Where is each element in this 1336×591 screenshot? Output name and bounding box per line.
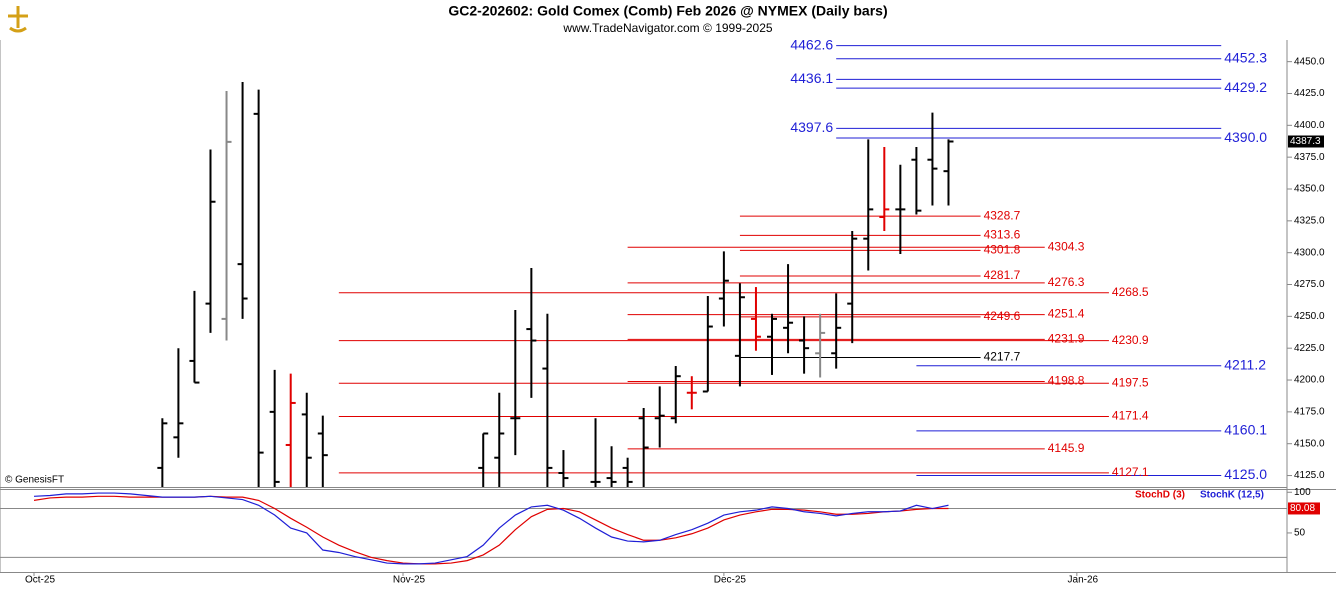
level-label: 4249.6 [984,309,1021,323]
y-tick-label: 4200.0 [1294,375,1325,386]
level-label: 4171.4 [1112,409,1149,423]
y-tick-label: 4425.0 [1294,88,1325,99]
y-tick-label: 4150.0 [1294,438,1325,449]
x-tick-label: Dec-25 [714,575,747,586]
y-tick-label: 4250.0 [1294,311,1325,322]
price-panel [157,45,1222,487]
level-label: 4462.6 [790,36,833,52]
y-tick-label: 4275.0 [1294,279,1325,290]
level-label: 4268.5 [1112,285,1149,299]
level-label: 4211.2 [1224,356,1266,372]
legend-label: StochD (3) [1135,490,1185,501]
level-label: 4276.3 [1048,275,1085,289]
level-label: 4436.1 [790,70,833,86]
stoch-line [33,492,949,565]
level-label: 4397.6 [790,119,833,135]
watermark: © GenesisFT [5,475,64,486]
y-tick-label: 4125.0 [1294,470,1325,481]
y-tick-label: 4350.0 [1294,184,1325,195]
level-label: 4217.7 [984,350,1021,364]
chart-subtitle: www.TradeNavigator.com © 1999-2025 [562,21,772,35]
level-label: 4328.7 [984,208,1021,222]
last-price-label: 4387.3 [1290,136,1321,147]
y-tick-label: 4400.0 [1294,120,1325,131]
level-label: 4281.7 [984,268,1021,282]
level-label: 4390.0 [1224,129,1267,145]
level-label: 4301.8 [984,243,1021,257]
level-label: 4251.4 [1048,307,1085,321]
level-label: 4125.0 [1224,466,1267,482]
y-tick-label: 4450.0 [1294,56,1325,67]
y-tick-label: 4300.0 [1294,247,1325,258]
level-label: 4313.6 [984,228,1021,242]
x-tick-label: Nov-25 [393,575,426,586]
legend-label: StochK (12,5) [1200,490,1264,501]
level-label: 4127.1 [1112,465,1149,479]
level-label: 4145.9 [1048,441,1085,455]
y-tick-label: 4175.0 [1294,407,1325,418]
level-label: 4429.2 [1224,79,1267,95]
level-label: 4197.5 [1112,375,1149,389]
level-label: 4230.9 [1112,333,1149,347]
level-label: 4198.8 [1048,374,1085,388]
level-label: 4231.9 [1048,332,1085,346]
level-label: 4452.3 [1224,49,1267,65]
last-value-box [1288,502,1320,515]
chart-title: GC2-202602: Gold Comex (Comb) Feb 2026 @… [448,3,887,19]
y-tick-label: 100 [1294,487,1311,498]
y-tick-label: 4375.0 [1294,152,1325,163]
y-tick-label: 4225.0 [1294,343,1325,354]
last-price-box [1288,135,1324,148]
x-tick-label: Oct-25 [25,575,55,586]
last-value-label: 80.08 [1290,503,1315,514]
y-tick-label: 4325.0 [1294,215,1325,226]
y-tick-label: 50 [1294,528,1306,539]
logo [4,4,32,33]
level-label: 4304.3 [1048,239,1085,253]
stoch-panel [0,492,1287,565]
level-label: 4160.1 [1224,422,1267,438]
x-tick-label: Jan-26 [1068,575,1099,586]
